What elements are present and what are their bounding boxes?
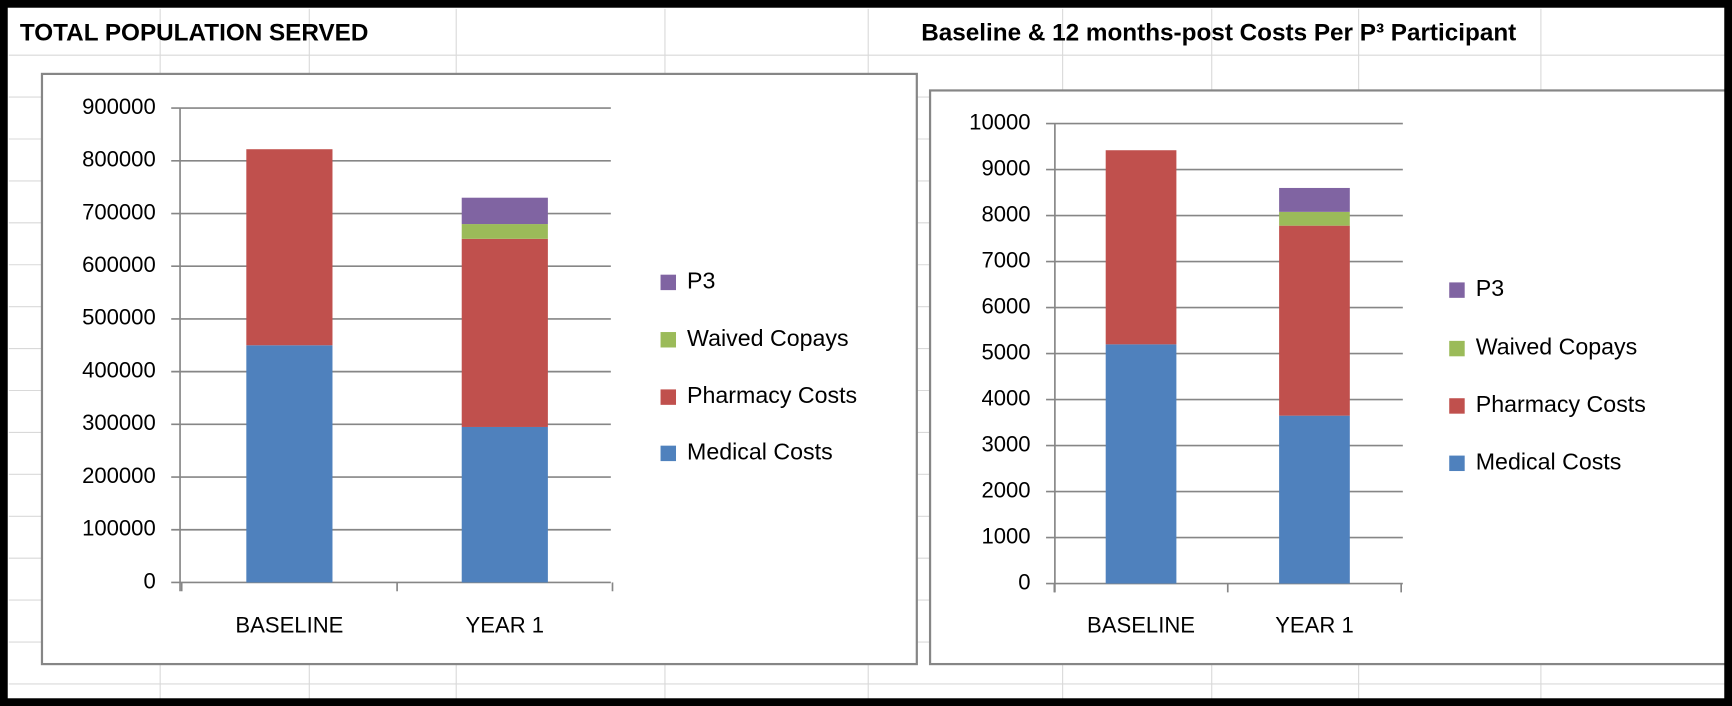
legend-swatch	[1449, 398, 1465, 414]
y-tick-label: 2000	[981, 477, 1030, 502]
legend-label: Pharmacy Costs	[1476, 391, 1646, 417]
y-tick-label: 9000	[981, 155, 1030, 180]
x-tick-label: BASELINE	[1087, 612, 1195, 637]
bar-segment	[246, 345, 333, 583]
y-tick-label: 900000	[82, 94, 156, 119]
legend-swatch	[660, 445, 677, 462]
legend-label: P3	[687, 268, 715, 294]
legend-label: Waived Copays	[1476, 334, 1638, 360]
bar-segment	[461, 426, 548, 583]
bar-segment	[1279, 211, 1350, 226]
y-tick-label: 3000	[981, 431, 1030, 456]
bar-segment	[246, 149, 333, 346]
bar-segment	[1279, 415, 1350, 584]
chart-title: Baseline & 12 months-post Costs Per P³ P…	[921, 20, 1516, 47]
bar-segment	[461, 197, 548, 225]
y-tick-label: 0	[1018, 569, 1030, 594]
bar-segment	[461, 238, 548, 427]
x-tick-label: YEAR 1	[1275, 612, 1354, 637]
y-tick-label: 400000	[82, 357, 156, 382]
y-tick-label: 200000	[82, 463, 156, 488]
legend-swatch	[660, 389, 677, 405]
y-tick-label: 10000	[969, 109, 1030, 134]
legend-label: Medical Costs	[1476, 448, 1622, 474]
bar-segment	[1105, 150, 1177, 345]
legend-label: P3	[1476, 275, 1504, 301]
y-tick-label: 800000	[82, 147, 156, 172]
x-tick-label: BASELINE	[235, 612, 343, 637]
y-tick-label: 1000	[981, 523, 1030, 548]
legend-swatch	[1449, 455, 1465, 472]
legend-swatch	[660, 274, 677, 291]
y-tick-label: 700000	[82, 199, 156, 224]
y-tick-label: 5000	[981, 339, 1030, 364]
bar-segment	[461, 224, 548, 239]
y-tick-label: 8000	[981, 201, 1030, 226]
y-tick-label: 500000	[82, 305, 156, 330]
bar-segment	[1279, 225, 1350, 416]
y-tick-label: 600000	[82, 252, 156, 277]
y-tick-label: 6000	[981, 293, 1030, 318]
bar-segment	[1279, 187, 1350, 212]
y-tick-label: 4000	[981, 385, 1030, 410]
legend-label: Waived Copays	[687, 325, 849, 351]
legend-label: Pharmacy Costs	[687, 382, 857, 408]
legend-label: Medical Costs	[687, 439, 833, 465]
x-tick-label: YEAR 1	[466, 612, 545, 637]
y-tick-label: 0	[143, 568, 155, 593]
y-tick-label: 100000	[82, 516, 156, 541]
chart-title: TOTAL POPULATION SERVED	[20, 20, 369, 47]
legend-swatch	[1449, 282, 1465, 298]
y-tick-label: 7000	[981, 247, 1030, 272]
legend-swatch	[1449, 340, 1465, 357]
y-tick-label: 300000	[82, 410, 156, 435]
bar-segment	[1105, 344, 1177, 584]
legend-swatch	[660, 332, 677, 348]
